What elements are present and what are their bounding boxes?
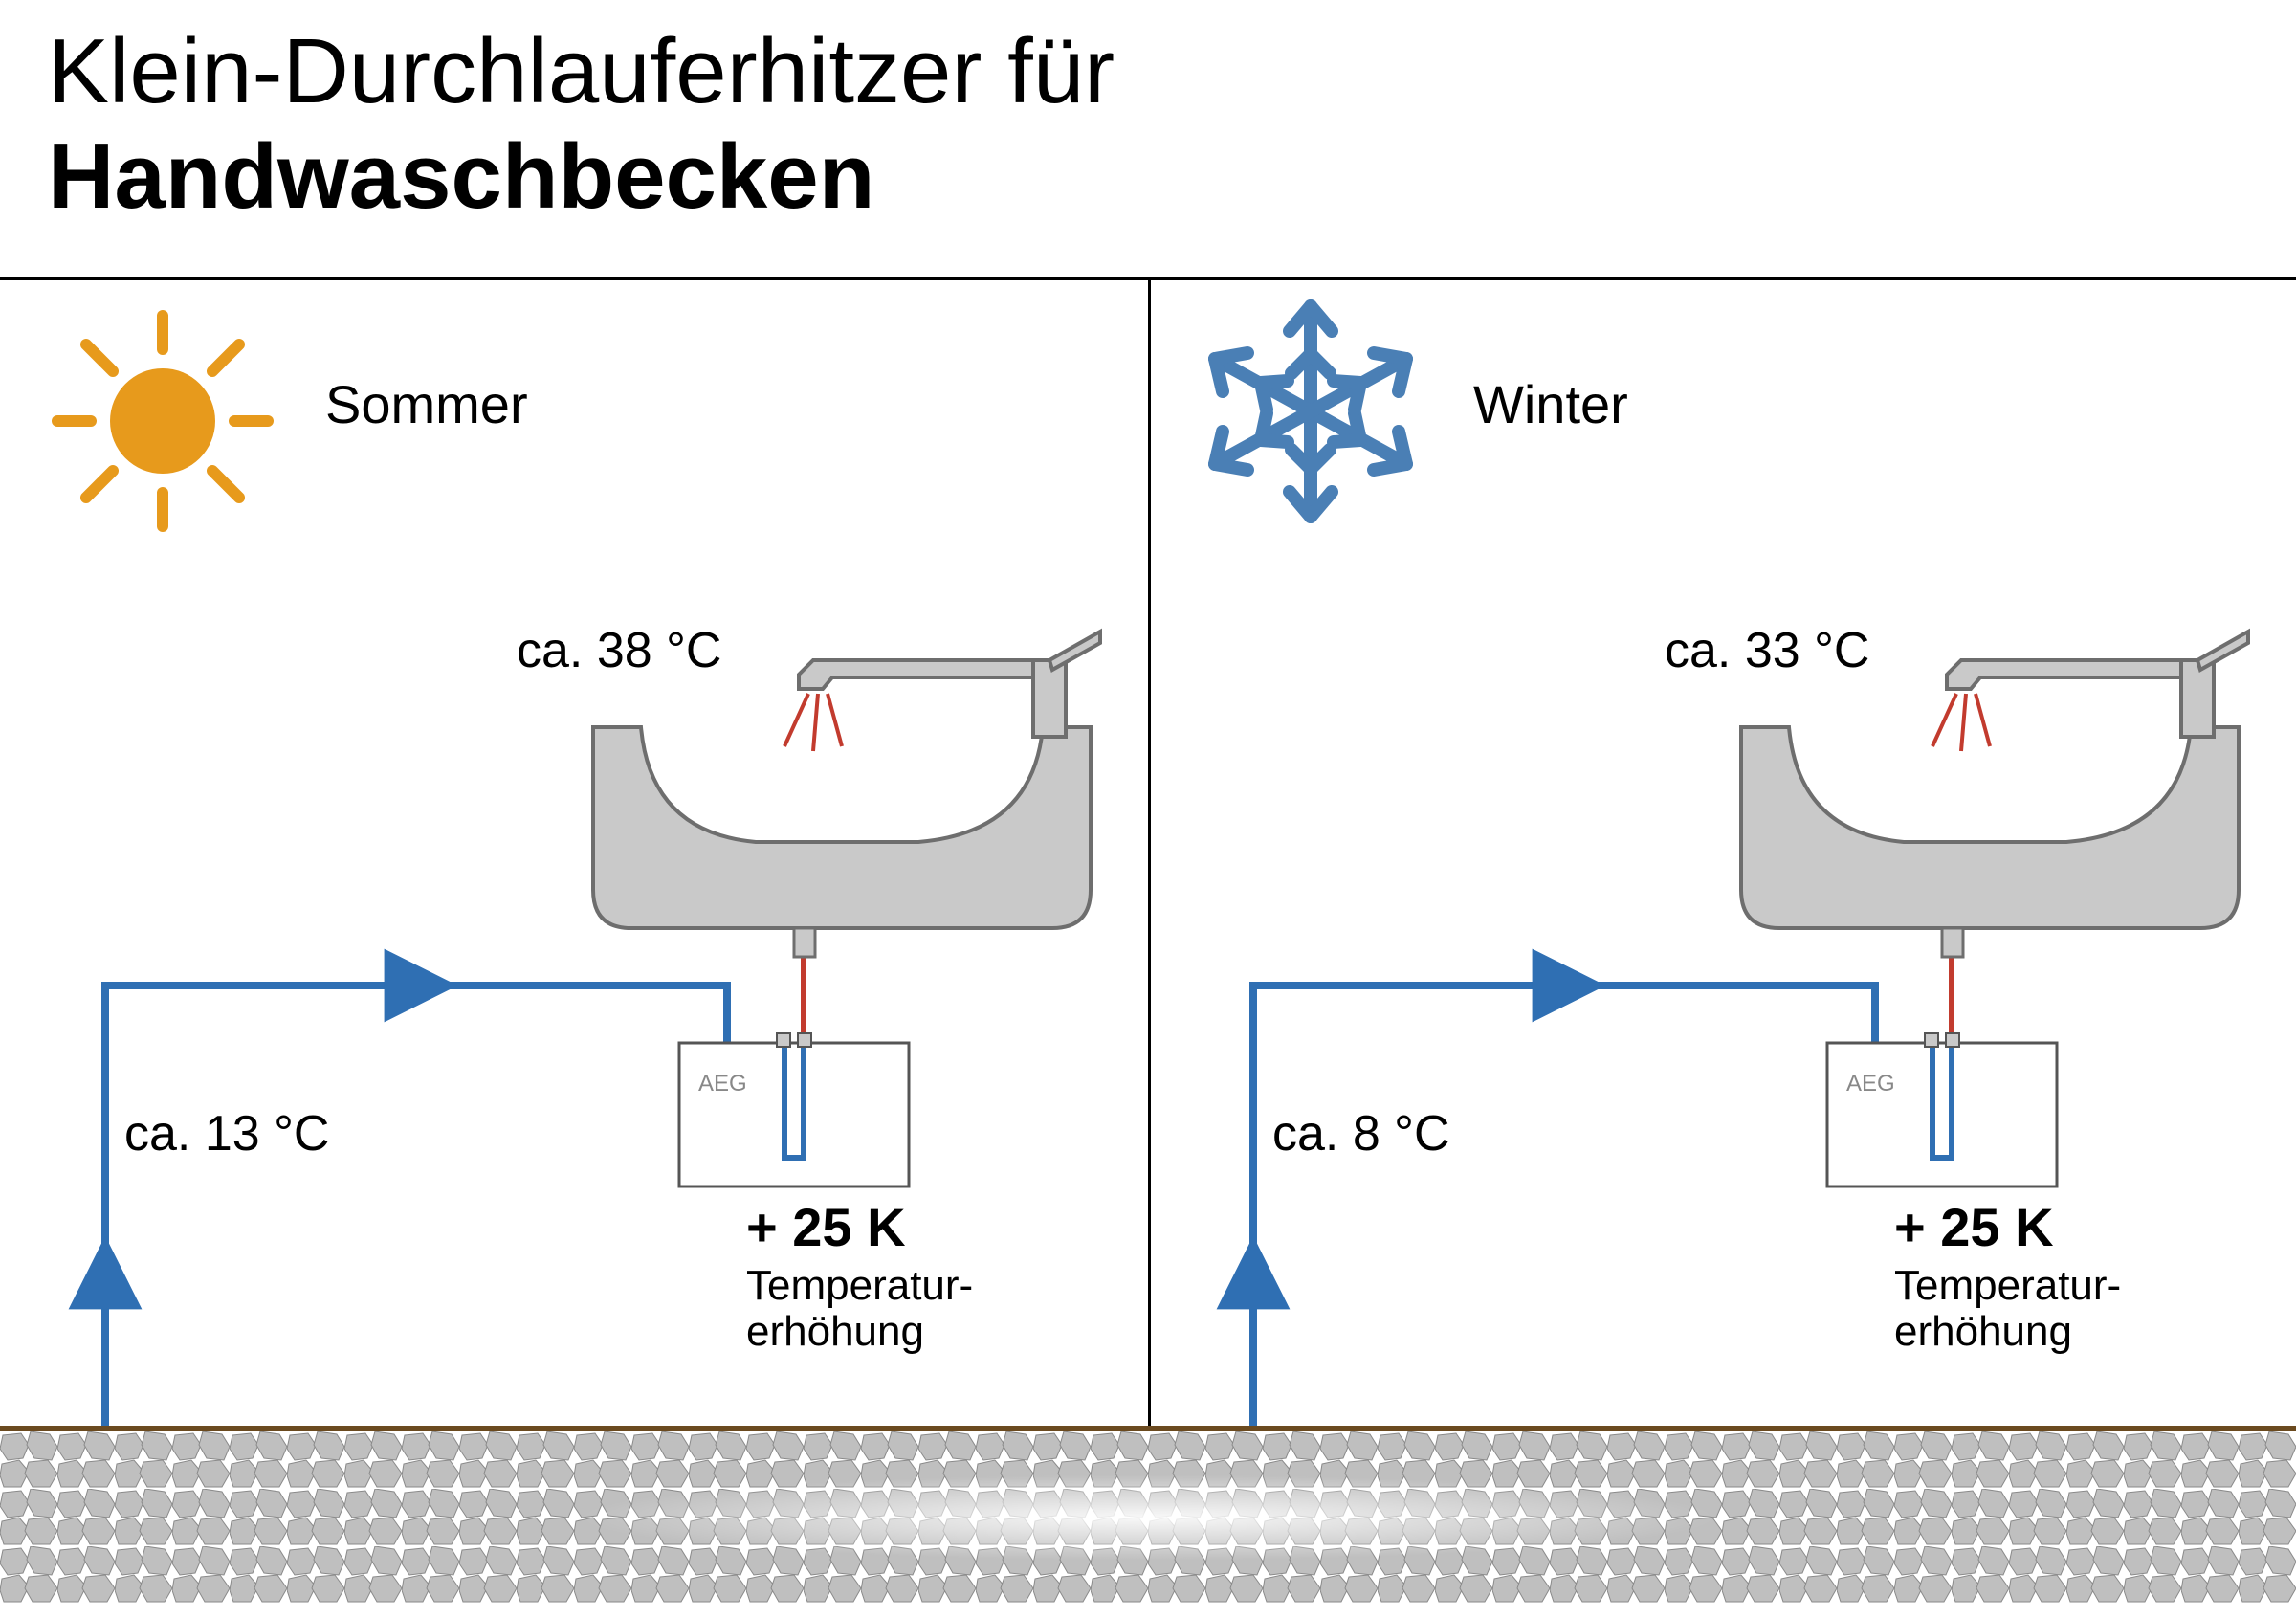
delta-summer: + 25 K [746, 1196, 906, 1258]
delta-caption-winter: Temperatur- erhöhung [1894, 1263, 2121, 1356]
page-title: Klein-Durchlauferhitzer für Handwaschbec… [48, 19, 1115, 231]
heater-brand-label: AEG [698, 1071, 747, 1097]
diagram-summer: AEG [0, 277, 1148, 1426]
panel-summer: Sommer AEG [0, 277, 1148, 1426]
cold-pipe [105, 986, 727, 1426]
cold-pipe [1253, 986, 1875, 1426]
sink-basin [1741, 727, 2239, 957]
sink-basin [593, 727, 1091, 957]
title-line-2: Handwaschbecken [48, 125, 874, 228]
faucet [1947, 632, 2248, 737]
inlet-temp-summer: ca. 13 °C [124, 1105, 329, 1163]
ground-texture [0, 1431, 2296, 1604]
title-line-1: Klein-Durchlauferhitzer für [48, 20, 1115, 122]
inlet-temp-winter: ca. 8 °C [1272, 1105, 1450, 1163]
delta-caption-summer: Temperatur- erhöhung [746, 1263, 973, 1356]
infographic-root: Klein-Durchlauferhitzer für Handwaschbec… [0, 0, 2296, 1618]
delta-winter: + 25 K [1894, 1196, 2054, 1258]
heater-brand-label: AEG [1846, 1071, 1895, 1097]
faucet [799, 632, 1100, 737]
outlet-temp-summer: ca. 38 °C [517, 622, 721, 679]
water-spray-icon [1932, 694, 1990, 751]
panel-winter: Winter AEG [1148, 277, 2296, 1426]
diagram-winter: AEG [1148, 277, 2296, 1426]
outlet-temp-winter: ca. 33 °C [1665, 622, 1869, 679]
water-spray-icon [784, 694, 842, 751]
